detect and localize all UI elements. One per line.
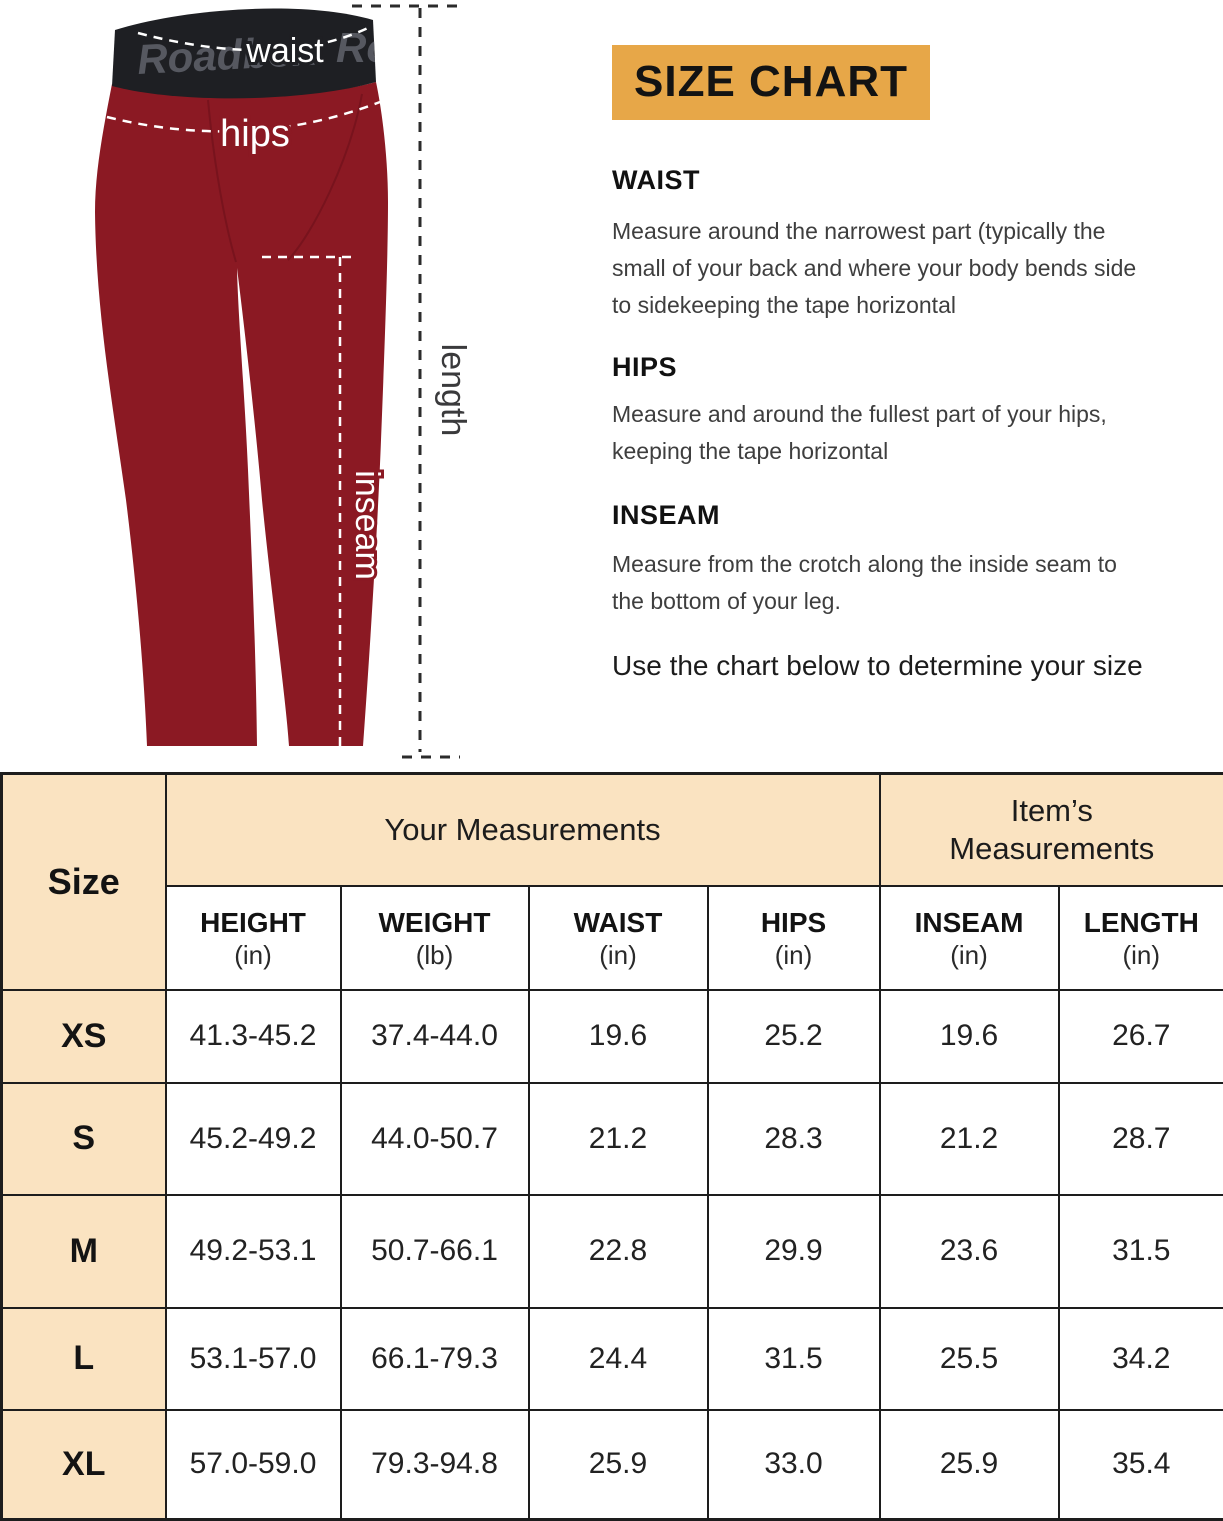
leggings-diagram: Roadbox Roadbox waist hips inseam length — [50, 0, 510, 770]
table-cell: 44.0-50.7 — [341, 1083, 529, 1195]
table-row-xs: XS 41.3-45.2 37.4-44.0 19.6 25.2 19.6 26… — [2, 990, 1223, 1083]
column-header-weight: WEIGHT (lb) — [341, 886, 529, 990]
column-header-inseam: INSEAM (in) — [880, 886, 1059, 990]
table-cell: 31.5 — [1059, 1195, 1223, 1308]
table-cell: 29.9 — [708, 1195, 880, 1308]
table-cell: 35.4 — [1059, 1410, 1223, 1520]
table-cell: 50.7-66.1 — [341, 1195, 529, 1308]
table-column-header-row: HEIGHT (in) WEIGHT (lb) WAIST (in) HIPS … — [2, 886, 1223, 990]
table-cell: 66.1-79.3 — [341, 1308, 529, 1410]
table-cell: 41.3-45.2 — [166, 990, 341, 1083]
product-measurement-figure: Roadbox Roadbox waist hips inseam length — [50, 0, 510, 770]
table-cell: 25.9 — [880, 1410, 1059, 1520]
size-label-cell: M — [2, 1195, 166, 1308]
column-header-height: HEIGHT (in) — [166, 886, 341, 990]
column-header-length: LENGTH (in) — [1059, 886, 1223, 990]
table-cell: 49.2-53.1 — [166, 1195, 341, 1308]
column-label: HIPS — [709, 906, 879, 940]
table-cell: 21.2 — [880, 1083, 1059, 1195]
inseam-section-heading: INSEAM — [612, 498, 1172, 532]
size-chart-title: SIZE CHART — [612, 45, 930, 120]
size-label-cell: L — [2, 1308, 166, 1410]
table-cell: 34.2 — [1059, 1308, 1223, 1410]
table-cell: 37.4-44.0 — [341, 990, 529, 1083]
table-cell: 25.2 — [708, 990, 880, 1083]
waist-label: waist — [245, 32, 324, 70]
table-row-l: L 53.1-57.0 66.1-79.3 24.4 31.5 25.5 34.… — [2, 1308, 1223, 1410]
table-group-header-row: Size Your Measurements Item’s Measuremen… — [2, 774, 1223, 886]
size-guide-footnote: Use the chart below to determine your si… — [612, 650, 1172, 682]
table-cell: 23.6 — [880, 1195, 1059, 1308]
column-header-hips: HIPS (in) — [708, 886, 880, 990]
table-cell: 19.6 — [880, 990, 1059, 1083]
waist-section-body: Measure around the narrowest part (typic… — [612, 213, 1172, 324]
hips-label: hips — [220, 113, 290, 155]
column-unit: (lb) — [342, 940, 528, 970]
table-cell: 45.2-49.2 — [166, 1083, 341, 1195]
table-cell: 53.1-57.0 — [166, 1308, 341, 1410]
column-label: WAIST — [530, 906, 707, 940]
column-label: WEIGHT — [342, 906, 528, 940]
size-label-cell: S — [2, 1083, 166, 1195]
table-cell: 22.8 — [529, 1195, 708, 1308]
table-row-xl: XL 57.0-59.0 79.3-94.8 25.9 33.0 25.9 35… — [2, 1410, 1223, 1520]
table-row-m: M 49.2-53.1 50.7-66.1 22.8 29.9 23.6 31.… — [2, 1195, 1223, 1308]
table-cell: 28.3 — [708, 1083, 880, 1195]
size-corner-cell: Size — [2, 774, 166, 990]
hips-section-body: Measure and around the fullest part of y… — [612, 396, 1172, 470]
inseam-section-body: Measure from the crotch along the inside… — [612, 546, 1172, 620]
size-label-cell: XS — [2, 990, 166, 1083]
table-cell: 31.5 — [708, 1308, 880, 1410]
items-measurements-header: Item’s Measurements — [880, 774, 1223, 886]
column-label: INSEAM — [881, 906, 1058, 940]
your-measurements-header: Your Measurements — [166, 774, 880, 886]
table-cell: 19.6 — [529, 990, 708, 1083]
table-row-s: S 45.2-49.2 44.0-50.7 21.2 28.3 21.2 28.… — [2, 1083, 1223, 1195]
inseam-label: inseam — [348, 470, 386, 580]
column-unit: (in) — [709, 940, 879, 970]
column-label: LENGTH — [1060, 906, 1223, 940]
table-cell: 28.7 — [1059, 1083, 1223, 1195]
column-unit: (in) — [881, 940, 1058, 970]
table-cell: 79.3-94.8 — [341, 1410, 529, 1520]
column-unit: (in) — [530, 940, 707, 970]
table-cell: 24.4 — [529, 1308, 708, 1410]
column-unit: (in) — [1060, 940, 1223, 970]
table-cell: 25.9 — [529, 1410, 708, 1520]
table-cell: 21.2 — [529, 1083, 708, 1195]
column-unit: (in) — [167, 940, 340, 970]
table-cell: 57.0-59.0 — [166, 1410, 341, 1520]
length-label: length — [434, 344, 472, 437]
table-cell: 26.7 — [1059, 990, 1223, 1083]
table-cell: 33.0 — [708, 1410, 880, 1520]
column-label: HEIGHT — [167, 906, 340, 940]
size-chart-table: Size Your Measurements Item’s Measuremen… — [0, 772, 1223, 1521]
size-guide-panel: SIZE CHART WAIST Measure around the narr… — [612, 45, 1172, 682]
column-header-waist: WAIST (in) — [529, 886, 708, 990]
hips-section-heading: HIPS — [612, 350, 1172, 384]
waist-section-heading: WAIST — [612, 163, 1172, 197]
leggings-body — [95, 82, 388, 746]
table-cell: 25.5 — [880, 1308, 1059, 1410]
size-label-cell: XL — [2, 1410, 166, 1520]
